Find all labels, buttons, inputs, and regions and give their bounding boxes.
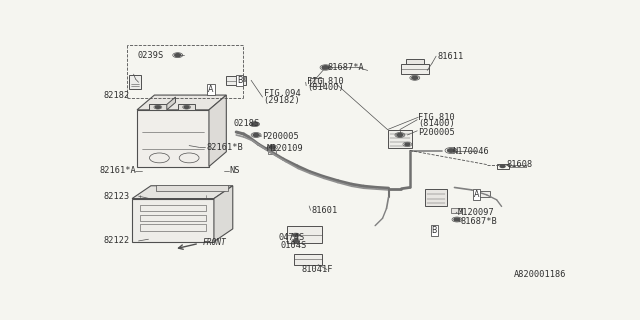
Text: NS: NS: [230, 166, 240, 175]
Circle shape: [454, 218, 460, 221]
Text: 0104S: 0104S: [280, 241, 307, 250]
Circle shape: [252, 123, 257, 126]
Circle shape: [156, 106, 161, 108]
Polygon shape: [227, 76, 246, 85]
Polygon shape: [425, 189, 447, 206]
Polygon shape: [150, 104, 167, 110]
Polygon shape: [401, 64, 429, 74]
Polygon shape: [388, 130, 412, 148]
Text: B: B: [431, 226, 436, 235]
Circle shape: [405, 143, 410, 146]
Circle shape: [293, 234, 298, 236]
Text: 82161*A: 82161*A: [100, 166, 136, 175]
Text: 82123: 82123: [104, 192, 130, 201]
Polygon shape: [178, 104, 195, 110]
Text: M120097: M120097: [458, 208, 495, 217]
Circle shape: [238, 77, 244, 81]
Text: P200005: P200005: [262, 132, 300, 141]
Text: 0474S: 0474S: [278, 233, 305, 242]
Text: A820001186: A820001186: [513, 270, 566, 279]
Text: FIG.810: FIG.810: [419, 113, 455, 122]
Text: 81601: 81601: [312, 206, 338, 215]
Polygon shape: [214, 186, 233, 242]
Circle shape: [447, 149, 454, 152]
Bar: [474, 191, 490, 197]
Circle shape: [175, 54, 180, 57]
Circle shape: [269, 146, 275, 149]
Text: 82161*B: 82161*B: [207, 143, 243, 152]
Text: (29182): (29182): [264, 95, 300, 105]
Text: 81608: 81608: [507, 160, 533, 169]
Text: FIG.094: FIG.094: [264, 89, 300, 98]
Bar: [287, 226, 322, 244]
Circle shape: [412, 76, 418, 79]
Text: 0218S: 0218S: [234, 119, 260, 128]
Text: B: B: [237, 76, 243, 85]
Bar: [140, 205, 207, 211]
Circle shape: [293, 240, 298, 242]
Text: 81687*A: 81687*A: [328, 63, 364, 72]
Text: 81611: 81611: [437, 52, 463, 61]
Text: (81400): (81400): [419, 119, 455, 128]
Polygon shape: [129, 75, 141, 89]
Text: A: A: [208, 85, 214, 94]
Text: FIG.810: FIG.810: [307, 77, 344, 86]
Text: 81041F: 81041F: [301, 265, 333, 274]
Circle shape: [397, 133, 403, 136]
Text: 82122: 82122: [104, 236, 130, 245]
Polygon shape: [132, 198, 214, 242]
Bar: [294, 253, 321, 265]
Bar: [140, 215, 207, 221]
Text: 0239S: 0239S: [137, 51, 163, 60]
Polygon shape: [209, 95, 227, 166]
Polygon shape: [167, 97, 175, 110]
Circle shape: [500, 165, 505, 167]
Polygon shape: [269, 150, 276, 154]
Text: (81400): (81400): [307, 83, 344, 92]
Polygon shape: [310, 78, 323, 86]
Polygon shape: [406, 59, 424, 64]
Text: N170046: N170046: [452, 147, 489, 156]
Text: 81687*B: 81687*B: [461, 218, 498, 227]
Text: 82182: 82182: [104, 91, 130, 100]
Text: P200005: P200005: [419, 128, 455, 137]
Polygon shape: [137, 110, 209, 166]
Text: M120109: M120109: [266, 144, 303, 153]
Circle shape: [184, 106, 189, 108]
Text: FRONT: FRONT: [203, 238, 227, 247]
Polygon shape: [132, 186, 233, 198]
Bar: [140, 224, 207, 231]
Text: A: A: [474, 190, 479, 199]
Circle shape: [253, 133, 259, 136]
Polygon shape: [451, 208, 461, 213]
Bar: [497, 164, 509, 169]
Polygon shape: [156, 185, 228, 191]
Circle shape: [322, 66, 329, 69]
Polygon shape: [137, 95, 227, 110]
